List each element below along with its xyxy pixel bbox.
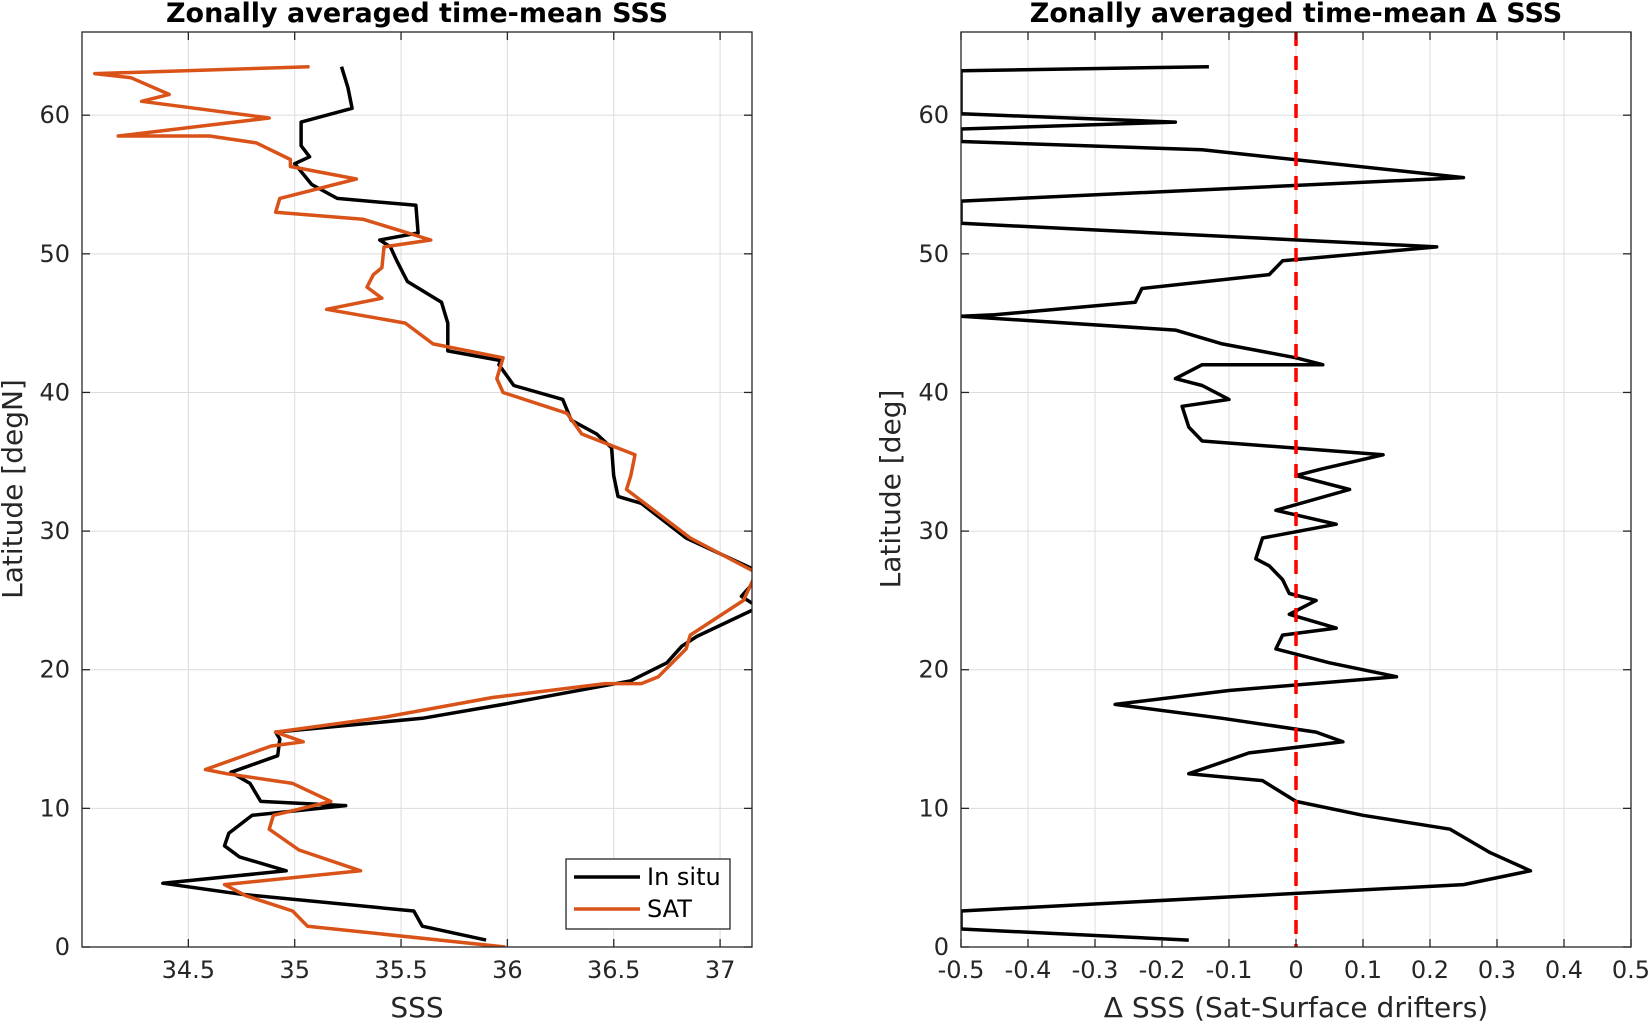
left-x-tick-label: 35.5 — [374, 956, 427, 984]
left-x-tick-label: 36.5 — [587, 956, 640, 984]
right-panel: -0.5 -0.4 -0.3 -0.2 -0.1 0 0.1 0.2 0.3 0.4 0.5 0 10 2… — [874, 0, 1650, 1024]
right-x-tick-label: -0.1 — [1206, 956, 1253, 984]
right-y-tick-label: 30 — [918, 517, 949, 545]
right-y-tick-label: 40 — [918, 378, 949, 406]
right-x-tick-label: 0 — [1288, 956, 1303, 984]
right-series-line-delta — [961, 64, 1533, 942]
left-y-tick-label: 30 — [39, 517, 70, 545]
left-axes-box — [81, 31, 753, 948]
right-x-tick-label: -0.5 — [938, 956, 985, 984]
right-ticks: -0.5 -0.4 -0.3 -0.2 -0.1 0 0.1 0.2 0.3 0.4 0.5 0 10 2… — [918, 32, 1650, 984]
left-grid — [82, 32, 752, 948]
left-y-tick-label: 0 — [55, 933, 70, 961]
left-axes-background — [82, 32, 752, 947]
right-chart-title: Zonally averaged time-mean Δ SSS — [1030, 0, 1562, 29]
right-x-tick-label: 0.3 — [1478, 956, 1516, 984]
left-y-tick-label: 20 — [39, 656, 70, 684]
left-x-axis-label: SSS — [390, 991, 443, 1024]
right-x-axis-label: Δ SSS (Sat-Surface drifters) — [1104, 991, 1488, 1024]
right-y-tick-label: 60 — [918, 101, 949, 129]
right-x-tick-label: 0.1 — [1344, 956, 1382, 984]
left-y-tick-label: 40 — [39, 378, 70, 406]
right-x-tick-label: 0.5 — [1612, 956, 1650, 984]
right-y-tick-label: 50 — [918, 240, 949, 268]
left-x-tick-label: 35 — [279, 956, 310, 984]
left-panel: 34.5 35 35.5 36 36.5 37 0 10 20 30 40 50 60 Zonally … — [0, 0, 753, 1024]
right-y-tick-label: 20 — [918, 656, 949, 684]
right-x-tick-label: 0.4 — [1545, 956, 1583, 984]
legend: In situ SAT — [565, 858, 731, 930]
right-y-axis-label: Latitude [deg] — [874, 390, 907, 589]
right-y-tick-label: 0 — [934, 933, 949, 961]
left-y-tick-label: 50 — [39, 240, 70, 268]
left-y-tick-label: 10 — [39, 794, 70, 822]
right-y-tick-label: 10 — [918, 794, 949, 822]
right-x-tick-label: -0.3 — [1072, 956, 1119, 984]
left-ticks: 34.5 35 35.5 36 36.5 37 0 10 20 30 40 50 60 — [39, 32, 752, 984]
left-y-axis-label: Latitude [degN] — [0, 379, 29, 599]
left-x-tick-label: 34.5 — [162, 956, 215, 984]
left-series-line-in-situ — [161, 66, 752, 942]
right-series-group — [961, 32, 1533, 947]
right-x-tick-label: 0.2 — [1411, 956, 1449, 984]
legend-label-in-situ: In situ — [647, 863, 721, 891]
legend-box — [565, 858, 731, 930]
right-x-tick-label: -0.2 — [1139, 956, 1186, 984]
legend-label-sat: SAT — [647, 895, 692, 923]
left-x-tick-label: 36 — [492, 956, 523, 984]
left-series-line-sat — [93, 64, 752, 947]
left-series-group — [93, 64, 752, 947]
left-y-tick-label: 60 — [39, 101, 70, 129]
right-x-tick-label: -0.4 — [1005, 956, 1052, 984]
left-chart-title: Zonally averaged time-mean SSS — [166, 0, 668, 29]
left-x-tick-label: 37 — [705, 956, 736, 984]
